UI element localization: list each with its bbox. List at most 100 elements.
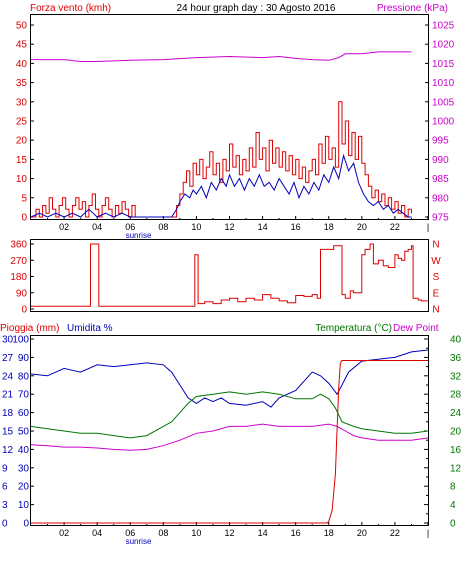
compass-tick-label: W (431, 256, 441, 267)
panel-direction-frame (30, 239, 429, 312)
wind-axis-tick-label: 5 (21, 193, 27, 204)
humidity-axis-tick-label: 40 (18, 445, 30, 456)
humidity-axis-tick-label: 70 (18, 390, 30, 401)
climate-chart-xtick-label: 18 (324, 528, 334, 538)
rain-tick-label: 3 (2, 500, 8, 511)
climate-chart-xtick-label: 16 (291, 528, 301, 538)
temperature-tick-label: 28 (450, 390, 462, 401)
climate-chart-sunrise-label: sunrise (126, 537, 152, 546)
climate-chart-xtick-label: 22 (390, 528, 400, 538)
pressure-axis-tick-label: 995 (432, 136, 449, 147)
humidity-axis-tick-label: 30 (18, 463, 30, 474)
direction-axis-tick-label: 90 (16, 288, 28, 299)
wind-axis-tick-label: 15 (16, 155, 28, 166)
wind-chart-sunrise-label: sunrise (126, 231, 152, 240)
wind-axis-tick-label: 0 (21, 213, 27, 224)
climate-chart-xtick-label: 06 (125, 528, 135, 538)
humidity-axis-tick-label: 90 (18, 353, 30, 364)
pressure-axis-tick-label: 1015 (432, 59, 455, 70)
temperature-tick-label: 20 (450, 427, 462, 438)
panel-climate-frame (30, 335, 429, 526)
wind-chart-xtick-label: 16 (291, 222, 301, 232)
wind-chart-magenta-line (31, 51, 412, 62)
temperature-tick-label: 16 (450, 445, 462, 456)
climate-chart-xtick-label: | (427, 528, 429, 538)
wind-chart-xtick-label: 20 (357, 222, 367, 232)
temperature-tick-label: 24 (450, 408, 462, 419)
climate-chart-xtick-label: 08 (158, 528, 168, 538)
wind-axis-tick-label: 10 (16, 174, 28, 185)
humidity-axis-tick-label: 60 (18, 408, 30, 419)
temperature-tick-label: 8 (450, 482, 456, 493)
graph-title: 24 hour graph day : 30 Agosto 2016 (176, 3, 335, 14)
wind-chart-xtick-label: 22 (390, 222, 400, 232)
wind-axis-tick-label: 45 (16, 40, 28, 51)
rain-tick-label: 18 (2, 408, 14, 419)
wind-axis-title: Forza vento (kmh) (30, 3, 111, 14)
wind-axis-tick-label: 35 (16, 78, 28, 89)
humidity-axis-tick-label: 100 (12, 335, 29, 346)
wind-chart-xtick-label: | (427, 222, 429, 232)
wind-chart-xtick-label: 04 (92, 222, 102, 232)
rain-humidity-temperature-chart: 0369121518212427300102030405060708090100… (2, 335, 462, 547)
pressure-axis-tick-label: 990 (432, 155, 449, 166)
wind-axis-tick-label: 30 (16, 97, 28, 108)
wind-pressure-chart: 0510152025303540455097598098599099510001… (16, 21, 455, 241)
climate-chart-xtick-label: 14 (258, 528, 268, 538)
temperature-tick-label: 32 (450, 371, 462, 382)
pressure-axis-tick-label: 985 (432, 174, 449, 185)
wind-axis-tick-label: 40 (16, 59, 28, 70)
rain-tick-label: 27 (2, 353, 14, 364)
rain-tick-label: 9 (2, 463, 8, 474)
direction-axis-tick-label: 180 (10, 272, 27, 283)
climate-blue-line (30, 349, 429, 408)
temperature-axis-title: Temperatura (°C) (315, 323, 392, 334)
humidity-axis-title: Umidita % (67, 323, 113, 334)
compass-tick-label: N (432, 240, 439, 251)
compass-tick-label: N (432, 305, 439, 316)
humidity-axis-tick-label: 80 (18, 371, 30, 382)
dewpoint-axis-title: Dew Point (393, 323, 439, 334)
compass-tick-label: E (433, 288, 440, 299)
temperature-tick-label: 40 (450, 335, 462, 346)
climate-chart-xtick-label: 02 (59, 528, 69, 538)
pressure-axis-tick-label: 980 (432, 193, 449, 204)
temperature-tick-label: 12 (450, 463, 462, 474)
wind-chart-xtick-label: 02 (59, 222, 69, 232)
rain-tick-label: 0 (2, 519, 8, 530)
wind-chart-xtick-label: 18 (324, 222, 334, 232)
pressure-axis-tick-label: 1005 (432, 97, 455, 108)
pressure-axis-tick-label: 975 (432, 213, 449, 224)
rain-tick-label: 24 (2, 371, 14, 382)
climate-chart-xtick-label: 10 (191, 528, 201, 538)
wind-chart-xtick-label: 06 (125, 222, 135, 232)
pressure-axis-tick-label: 1000 (432, 117, 455, 128)
climate-magenta-line (30, 423, 429, 451)
climate-green-line (30, 391, 429, 439)
temperature-tick-label: 36 (450, 353, 462, 364)
rain-tick-label: 21 (2, 390, 14, 401)
rain-tick-label: 12 (2, 445, 14, 456)
wind-chart-red-line (31, 101, 412, 218)
humidity-axis-tick-label: 20 (18, 482, 30, 493)
climate-chart-xtick-label: 04 (92, 528, 102, 538)
wind-chart-xtick-label: 12 (224, 222, 234, 232)
temperature-tick-label: 4 (450, 500, 456, 511)
wind-chart-blue-line (30, 153, 412, 218)
rain-tick-label: 15 (2, 427, 14, 438)
humidity-axis-tick-label: 10 (18, 500, 30, 511)
direction-axis-tick-label: 270 (10, 256, 27, 267)
wind-chart-xtick-label: 10 (191, 222, 201, 232)
rain-tick-label: 30 (2, 335, 14, 346)
panel-wind-frame (30, 14, 429, 220)
rain-axis-title: Pioggia (mm) (0, 323, 59, 334)
climate-chart-xtick-label: 12 (224, 528, 234, 538)
pressure-axis-tick-label: 1020 (432, 40, 455, 51)
wind-axis-tick-label: 50 (16, 21, 28, 32)
climate-red-line (31, 360, 428, 524)
pressure-axis-tick-label: 1025 (432, 21, 455, 32)
wind-axis-tick-label: 25 (16, 117, 28, 128)
compass-tick-label: S (433, 272, 440, 283)
humidity-axis-tick-label: 0 (23, 519, 29, 530)
direction-axis-tick-label: 0 (21, 305, 27, 316)
